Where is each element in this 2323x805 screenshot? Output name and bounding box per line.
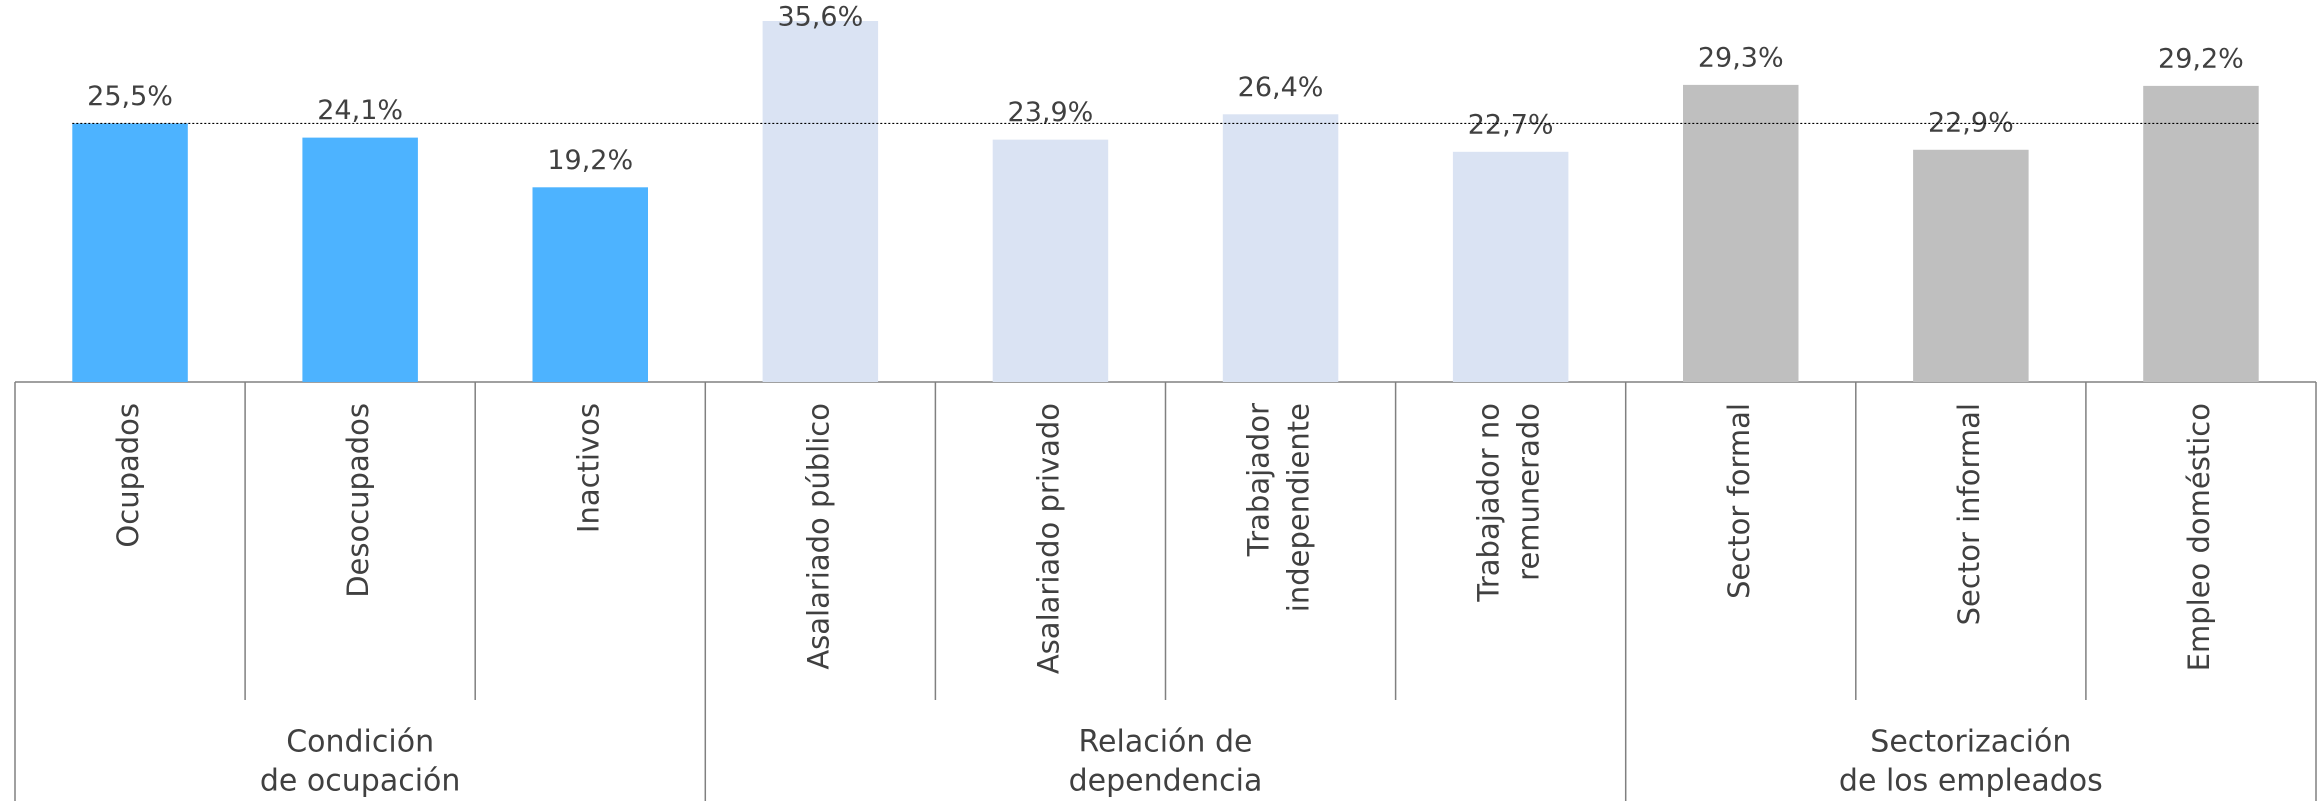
bar bbox=[2143, 85, 2259, 383]
group-label: de los empleados bbox=[1839, 764, 2103, 799]
bar bbox=[1913, 149, 2029, 382]
value-label: 19,2% bbox=[547, 145, 633, 176]
value-label: 35,6% bbox=[777, 2, 863, 33]
category-label: Asalariado público bbox=[801, 403, 835, 670]
value-label: 22,7% bbox=[1468, 109, 1554, 140]
category-label: Asalariado privado bbox=[1031, 403, 1065, 674]
group-label: Condición bbox=[286, 725, 434, 760]
value-label: 29,2% bbox=[2158, 43, 2244, 74]
bar bbox=[72, 123, 188, 382]
bar bbox=[1222, 114, 1339, 382]
bar bbox=[1683, 84, 1799, 383]
group-label: de ocupación bbox=[260, 764, 461, 799]
bar bbox=[992, 139, 1109, 382]
category-label: remunerado bbox=[1512, 403, 1546, 581]
category-label: Sector formal bbox=[1722, 403, 1756, 599]
bar bbox=[762, 21, 879, 382]
category-label: Trabajador no bbox=[1472, 403, 1506, 603]
category-label: independiente bbox=[1282, 403, 1316, 612]
value-label: 24,1% bbox=[317, 95, 403, 126]
bar bbox=[532, 187, 648, 382]
category-label: Sector informal bbox=[1952, 403, 1986, 625]
value-label: 26,4% bbox=[1238, 72, 1324, 103]
category-label: Ocupados bbox=[111, 403, 145, 548]
category-label: Inactivos bbox=[571, 403, 605, 533]
group-label: Sectorización bbox=[1870, 725, 2071, 760]
bar bbox=[1452, 151, 1569, 382]
category-label: Trabajador bbox=[1242, 403, 1276, 557]
value-label: 25,5% bbox=[87, 81, 173, 112]
value-label: 22,9% bbox=[1928, 107, 2014, 138]
category-label: Desocupados bbox=[341, 403, 375, 598]
bar bbox=[302, 137, 418, 382]
category-label: Empleo doméstico bbox=[2182, 403, 2216, 671]
group-label: dependencia bbox=[1069, 764, 1263, 799]
group-label: Relación de bbox=[1079, 725, 1253, 760]
value-label: 29,3% bbox=[1698, 42, 1784, 73]
